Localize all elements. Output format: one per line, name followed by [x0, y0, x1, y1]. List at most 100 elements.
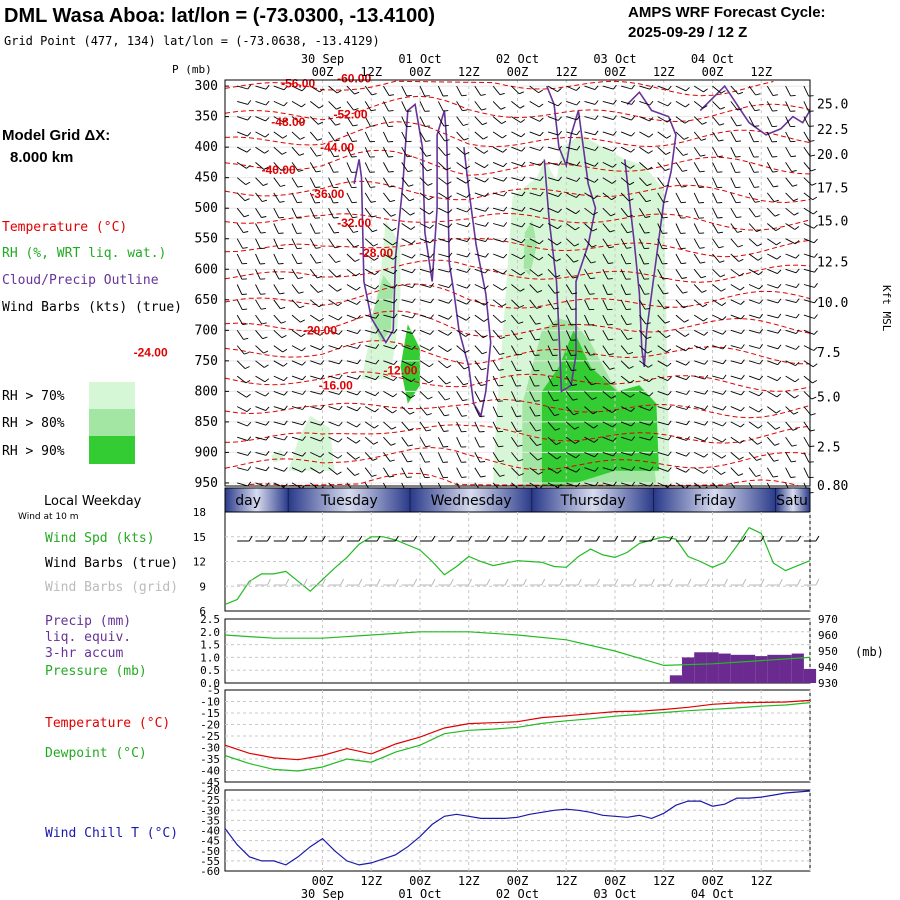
wind-barb-148 [328, 284, 342, 292]
wind-barb-staff [602, 375, 611, 385]
wind-barb-staff [785, 467, 792, 478]
wind-barb-776 [748, 390, 764, 397]
wind-barb-staff [291, 406, 303, 410]
barb-flag [413, 578, 418, 586]
precip-bar-7 [755, 656, 768, 683]
wind-barb-flag [357, 329, 361, 334]
wind-barb-flag [260, 293, 266, 295]
wind-barb-staff [492, 345, 500, 355]
wind-barb-flag [593, 211, 598, 216]
wind-barb-787 [766, 146, 778, 158]
wind-barb-staff [438, 253, 450, 258]
wind-barb-staff [383, 284, 394, 289]
wind-barb-460 [547, 100, 562, 107]
wind-barb-572 [620, 162, 635, 169]
wind-barb-staff [364, 223, 373, 232]
wind-barb-staff [346, 238, 355, 248]
wind-barb-flag [519, 91, 524, 95]
barb-flag [376, 535, 381, 542]
wind-barb-761 [748, 162, 759, 173]
surface-barb-true-6 [346, 535, 363, 542]
wind-barb-122 [310, 299, 324, 308]
wind-barb-staff [456, 421, 462, 432]
wind-barb-246 [401, 131, 412, 143]
wind-barb-staff [547, 482, 559, 489]
wind-barb-staff [547, 391, 554, 402]
wind-barb-staff [346, 162, 352, 173]
wind-barb-121 [309, 284, 323, 293]
wind-barb-180 [346, 359, 361, 365]
temperature-contour-3 [224, 149, 811, 176]
wind-barb-flag [336, 106, 342, 110]
surface-barb-true-17 [547, 535, 564, 542]
barb-flag [650, 578, 655, 586]
wind-barb-flag [630, 132, 636, 137]
wind-barb-staff [602, 146, 614, 152]
wind-barb-staff [547, 436, 557, 445]
wind-barb-flag [447, 348, 452, 352]
wind-barb-staff [693, 253, 701, 264]
cycle-value: 2025-09-29 / 12 Z [628, 24, 747, 41]
wind-barb-staff [766, 436, 775, 446]
wind-barb-staff [456, 299, 467, 305]
wind-barb-flag [374, 391, 380, 397]
wind-barb-staff [273, 360, 284, 367]
wind-barb-214 [364, 467, 377, 477]
wind-barb-staff [584, 85, 596, 91]
wind-barb-staff [346, 329, 358, 335]
wind-barb-flag [301, 468, 306, 473]
wind-barb-344 [456, 391, 468, 402]
surface-barb-grid-3 [292, 578, 308, 586]
wind-barb-flag [246, 148, 252, 153]
wind-barb-807 [766, 452, 779, 462]
wind-barb-flag [813, 224, 818, 229]
wind-barb-staff [803, 436, 810, 447]
wind-barb-flag [482, 334, 488, 339]
wind-barb-flag [703, 453, 709, 458]
wind-barb-666 [675, 360, 690, 366]
wind-barb-staff [383, 101, 389, 112]
wind-barb-flag [299, 305, 305, 309]
panel-chill-tick-4: -40 [200, 825, 220, 838]
wind-barb-flag [609, 367, 615, 370]
wind-barb-739 [730, 238, 743, 248]
wind-barb-637 [657, 329, 671, 338]
wind-barb-773 [748, 344, 763, 349]
wind-barb-775 [748, 375, 764, 381]
wind-barb-267 [401, 452, 413, 463]
wind-barb-322 [437, 467, 449, 479]
wind-barb-staff [602, 284, 608, 295]
wind-barb-staff [693, 238, 700, 249]
wind-barb-flag [318, 121, 323, 125]
wind-barb-flag [741, 359, 745, 364]
wind-barb-20 [236, 391, 251, 398]
wind-barb-flag [443, 446, 449, 448]
wind-barb-staff [237, 131, 248, 137]
wind-barb-610 [639, 330, 652, 340]
wind-barb-staff [492, 101, 502, 110]
wind-barb-flag [281, 168, 286, 171]
wind-barb-staff [803, 375, 813, 384]
wind-barb-165 [346, 131, 358, 142]
temperature-label-1: -60.00 [337, 71, 371, 85]
wind-barb-flag [773, 185, 779, 188]
wind-barb-staff [492, 223, 504, 227]
wind-barb-staff [456, 177, 467, 184]
wind-barb-587 [620, 391, 635, 398]
wind-barb-697 [694, 421, 709, 426]
wind-barb-staff [529, 284, 538, 293]
wind-barb-100 [291, 375, 307, 381]
wind-barb-flag [553, 399, 559, 402]
wind-barb-flag [719, 260, 725, 263]
wind-barb-flag [718, 139, 724, 142]
wind-barb-643 [657, 420, 672, 426]
wind-barb-staff [255, 100, 267, 106]
wind-barb-flag [702, 105, 708, 109]
surface-barb-grid-9 [401, 578, 418, 586]
wind-barb-305 [438, 207, 453, 214]
wind-barb-345 [456, 406, 467, 417]
wind-barb-31 [255, 146, 269, 154]
wind-barb-staff [566, 100, 577, 106]
wind-barb-flag [608, 262, 614, 264]
wind-barb-flag [722, 374, 727, 380]
